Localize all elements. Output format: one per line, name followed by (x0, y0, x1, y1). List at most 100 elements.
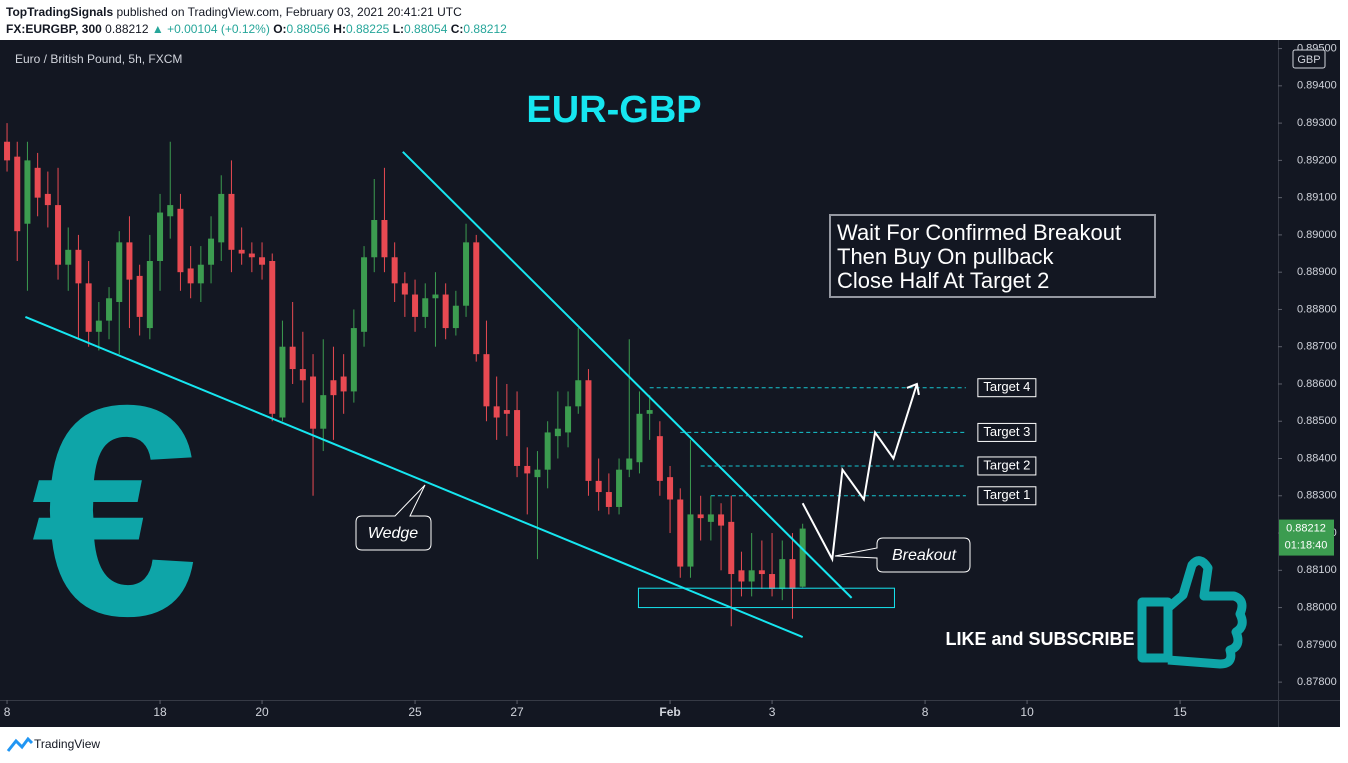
candle-body (238, 249, 245, 254)
candle-body (228, 193, 235, 250)
target-label: Target 4 (983, 379, 1030, 394)
candle-body (381, 220, 388, 258)
candle-body (391, 257, 398, 284)
candle-body (401, 283, 408, 295)
candle-body (126, 242, 133, 280)
header-line: TopTradingSignals published on TradingVi… (6, 4, 507, 21)
candle-body (106, 298, 113, 321)
y-tick-label: 0.89400 (1297, 80, 1337, 92)
y-tick-label: 0.89100 (1297, 192, 1337, 204)
candle-body (14, 156, 21, 232)
x-tick-label: 20 (255, 705, 269, 719)
candle-body (34, 167, 41, 198)
y-tick-label: 0.89300 (1297, 117, 1337, 129)
candle-body (44, 193, 51, 206)
chart-title: EUR-GBP (526, 89, 701, 131)
candle-body (605, 492, 612, 507)
ohlc-value: 0.88225 (345, 22, 390, 36)
candle-body (361, 257, 368, 332)
candle-body (748, 570, 755, 582)
trend-line (402, 151, 853, 599)
y-tick-label: 0.89000 (1297, 229, 1337, 241)
candle-body (432, 294, 439, 299)
candle-body (667, 477, 674, 500)
candle-body (24, 160, 31, 224)
candle-body (299, 369, 306, 381)
annotations: Target 1 Target 2 Target 3 Target 4 Wait For… (25, 151, 1156, 638)
ohlc-label: H: (333, 22, 346, 36)
candle-body (197, 264, 204, 284)
candle-body (483, 354, 490, 407)
callout (834, 537, 971, 573)
candle-body (585, 380, 592, 481)
y-tick-label: 0.87900 (1297, 639, 1337, 651)
candle-body (218, 193, 225, 243)
last: 0.88212 (105, 22, 149, 36)
candle-body (554, 428, 561, 437)
plot (4, 123, 806, 627)
axes: 0.895000.894000.893000.892000.891000.890… (4, 42, 1337, 719)
candle-body (442, 294, 449, 329)
candle-body (728, 521, 735, 575)
ohlc-value: 0.88212 (463, 22, 507, 36)
note-line: Wait For Confirmed Breakout (837, 220, 1121, 245)
candle-body (4, 141, 11, 161)
footer: TradingView (34, 737, 100, 751)
x-tick-label: 18 (153, 705, 167, 719)
candle-body (626, 458, 633, 470)
candle-body (146, 260, 153, 329)
candle-body (534, 469, 541, 478)
last-price-box (1279, 519, 1334, 556)
candle-body (616, 469, 623, 507)
candle-body (687, 514, 694, 567)
candle-body (769, 574, 776, 589)
change: ▲ +0.00104 (+0.12%) (151, 22, 270, 36)
candle-body (524, 465, 531, 474)
candle-body (544, 432, 551, 470)
candle-body (463, 242, 470, 306)
ohlc-label: C: (450, 22, 464, 36)
candle-body (85, 283, 92, 332)
candle-body (738, 570, 745, 582)
candle-body (116, 242, 123, 302)
y-tick-label: 0.88600 (1297, 378, 1337, 390)
x-tick-label: 25 (408, 705, 422, 719)
symbol: FX:EURGBP, 300 (6, 22, 102, 36)
candle-body (289, 346, 296, 370)
arrow-head (906, 382, 920, 396)
candle-body (779, 559, 786, 589)
candle-body (473, 242, 480, 355)
symbol-title: Euro / British Pound, 5h, FXCM (15, 52, 182, 66)
currency-box (1292, 49, 1326, 69)
candle-body (371, 220, 378, 258)
target-box (977, 486, 1037, 506)
candle-body (718, 514, 725, 526)
trend-line (25, 315, 804, 638)
support-zone (637, 587, 895, 609)
candle-body (636, 413, 643, 463)
candle-body (595, 480, 602, 493)
currency: GBP (1297, 54, 1320, 66)
wedge-label: Wedge (368, 525, 419, 542)
y-tick-label: 0.89200 (1297, 154, 1337, 166)
x-tick-label: 8 (4, 705, 11, 719)
note-box (829, 214, 1156, 298)
y-tick-label: 0.88700 (1297, 341, 1337, 353)
x-tick-label: 10 (1020, 705, 1034, 719)
candle-body (177, 208, 184, 273)
candle-body (503, 410, 510, 414)
ohlc-label: L: (392, 22, 405, 36)
published: published on TradingView.com, February 0… (116, 5, 462, 19)
candle-body (789, 559, 796, 589)
note-line: Close Half At Target 2 (837, 268, 1049, 293)
candle-body (248, 253, 255, 258)
y-tick-label: 0.88000 (1297, 601, 1337, 613)
thumb-icon (1137, 556, 1247, 669)
header-line: FX:EURGBP, 300 0.88212 ▲ +0.00104 (+0.12… (6, 21, 507, 38)
target-box (977, 456, 1037, 476)
candle-body (75, 249, 82, 284)
candle-body (799, 528, 806, 587)
tv-logo (6, 736, 34, 752)
candle-body (340, 376, 347, 392)
